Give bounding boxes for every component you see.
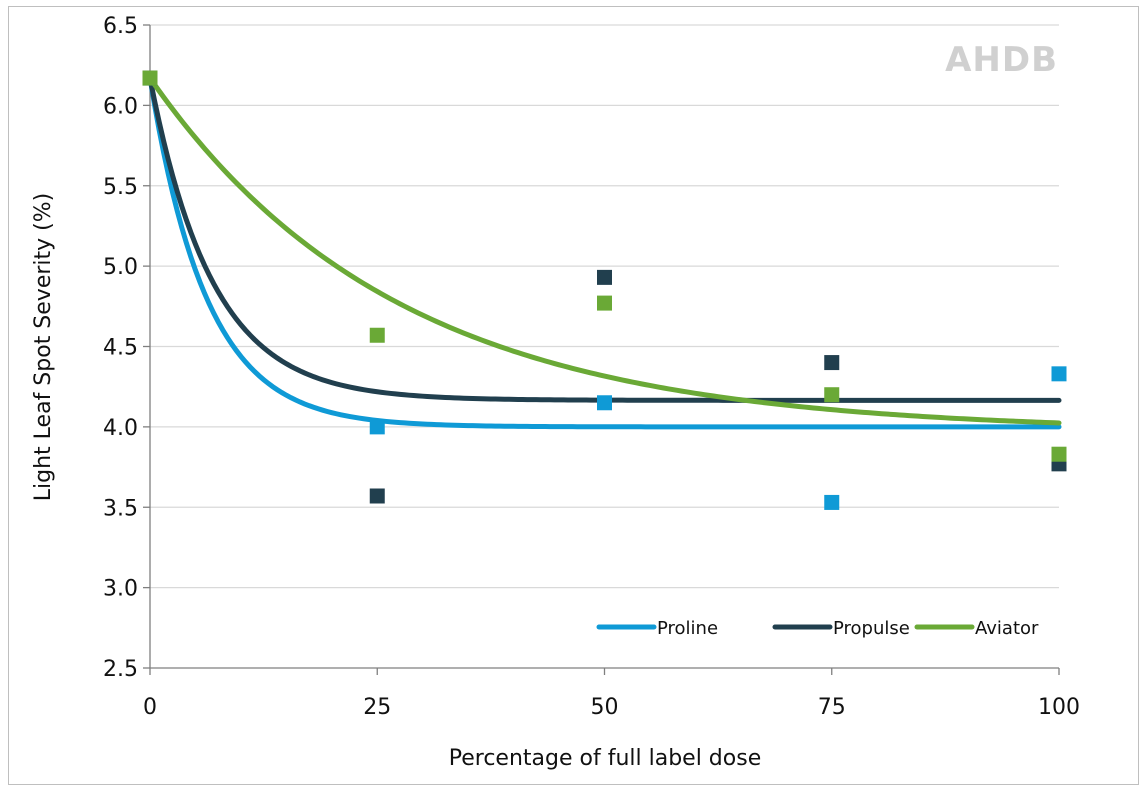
y-tick-label: 4.5: [103, 336, 138, 361]
x-tick-label: 75: [818, 695, 846, 720]
x-tick-label: 0: [143, 695, 157, 720]
curve-propulse: [147, 75, 1062, 403]
data-points: [142, 70, 1067, 510]
y-tick-label: 6.5: [103, 14, 138, 39]
point-aviator: [142, 70, 158, 86]
y-tick-label: 3.5: [103, 496, 138, 521]
point-proline: [369, 419, 385, 435]
point-aviator: [1051, 446, 1067, 462]
legend-label-aviator: Aviator: [975, 618, 1039, 639]
y-axis-title: Light Leaf Spot Severity (%): [31, 193, 56, 501]
x-tick-label: 100: [1038, 695, 1080, 720]
point-propulse: [597, 269, 612, 285]
x-tick-label: 25: [363, 695, 391, 720]
chart-frame: [8, 6, 1139, 785]
curve-aviator: [147, 75, 1062, 426]
y-tick-label: 5.5: [103, 175, 138, 200]
y-tick-label: 4.0: [103, 416, 138, 441]
ahdb-logo: AHDB: [945, 40, 1058, 80]
y-tick-labels: 2.5 3.0 3.5 4.0 4.5 5.0 5.5 6.0 6.5: [103, 14, 138, 682]
legend-label-proline: Proline: [657, 618, 718, 639]
x-tick-label: 50: [591, 695, 619, 720]
axes: [143, 24, 1060, 675]
legend-label-propulse: Propulse: [833, 618, 910, 639]
fitted-curves: [147, 75, 1062, 430]
legend: Proline Propulse Aviator: [596, 618, 1039, 639]
point-aviator: [824, 387, 840, 403]
point-propulse: [369, 488, 385, 504]
y-tick-label: 3.0: [103, 577, 138, 602]
x-tick-labels: 0 25 50 75 100: [143, 695, 1080, 720]
point-aviator: [597, 295, 612, 311]
point-propulse: [824, 355, 840, 371]
y-tick-label: 6.0: [103, 94, 138, 119]
point-proline: [1051, 366, 1067, 382]
y-tick-label: 2.5: [103, 657, 138, 682]
point-proline: [824, 494, 840, 510]
x-axis-title: Percentage of full label dose: [449, 746, 761, 771]
point-proline: [597, 395, 612, 411]
curve-proline: [147, 75, 1062, 430]
point-aviator: [369, 327, 385, 343]
y-tick-label: 5.0: [103, 255, 138, 280]
